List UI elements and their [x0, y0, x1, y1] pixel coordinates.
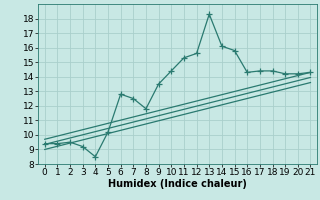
- X-axis label: Humidex (Indice chaleur): Humidex (Indice chaleur): [108, 179, 247, 189]
